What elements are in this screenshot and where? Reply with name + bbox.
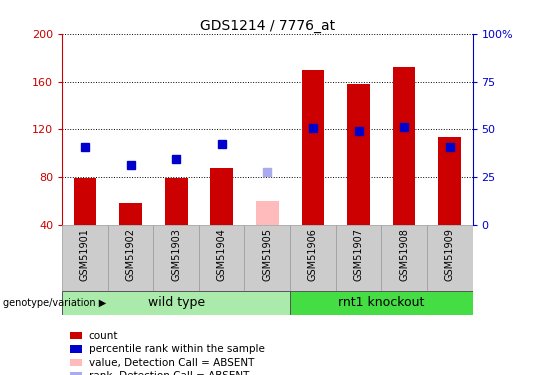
Bar <box>107 225 153 291</box>
Bar <box>393 67 415 225</box>
Bar <box>62 291 290 315</box>
Bar <box>165 178 187 225</box>
Bar <box>62 225 107 291</box>
Text: count: count <box>89 331 118 340</box>
Text: rank, Detection Call = ABSENT: rank, Detection Call = ABSENT <box>89 371 249 375</box>
Text: GSM51907: GSM51907 <box>354 228 363 281</box>
Bar <box>336 225 381 291</box>
Bar <box>210 168 233 225</box>
Bar <box>256 201 279 225</box>
Text: rnt1 knockout: rnt1 knockout <box>338 296 424 309</box>
Bar <box>290 291 472 315</box>
Bar <box>301 70 325 225</box>
Text: GSM51903: GSM51903 <box>171 228 181 281</box>
Text: GSM51906: GSM51906 <box>308 228 318 281</box>
Text: GSM51901: GSM51901 <box>80 228 90 281</box>
Text: GSM51902: GSM51902 <box>125 228 136 281</box>
Bar <box>347 84 370 225</box>
Bar <box>199 225 245 291</box>
Text: genotype/variation ▶: genotype/variation ▶ <box>3 298 106 307</box>
Bar <box>381 225 427 291</box>
Bar <box>438 136 461 225</box>
Bar <box>119 204 142 225</box>
Bar <box>427 225 472 291</box>
Text: GSM51904: GSM51904 <box>217 228 227 281</box>
Title: GDS1214 / 7776_at: GDS1214 / 7776_at <box>200 19 335 33</box>
Text: GSM51905: GSM51905 <box>262 228 272 281</box>
Bar <box>245 225 290 291</box>
Bar <box>290 225 336 291</box>
Text: percentile rank within the sample: percentile rank within the sample <box>89 344 265 354</box>
Text: value, Detection Call = ABSENT: value, Detection Call = ABSENT <box>89 358 254 368</box>
Text: GSM51909: GSM51909 <box>445 228 455 281</box>
Bar <box>153 225 199 291</box>
Text: GSM51908: GSM51908 <box>399 228 409 281</box>
Bar <box>73 178 96 225</box>
Text: wild type: wild type <box>147 296 205 309</box>
